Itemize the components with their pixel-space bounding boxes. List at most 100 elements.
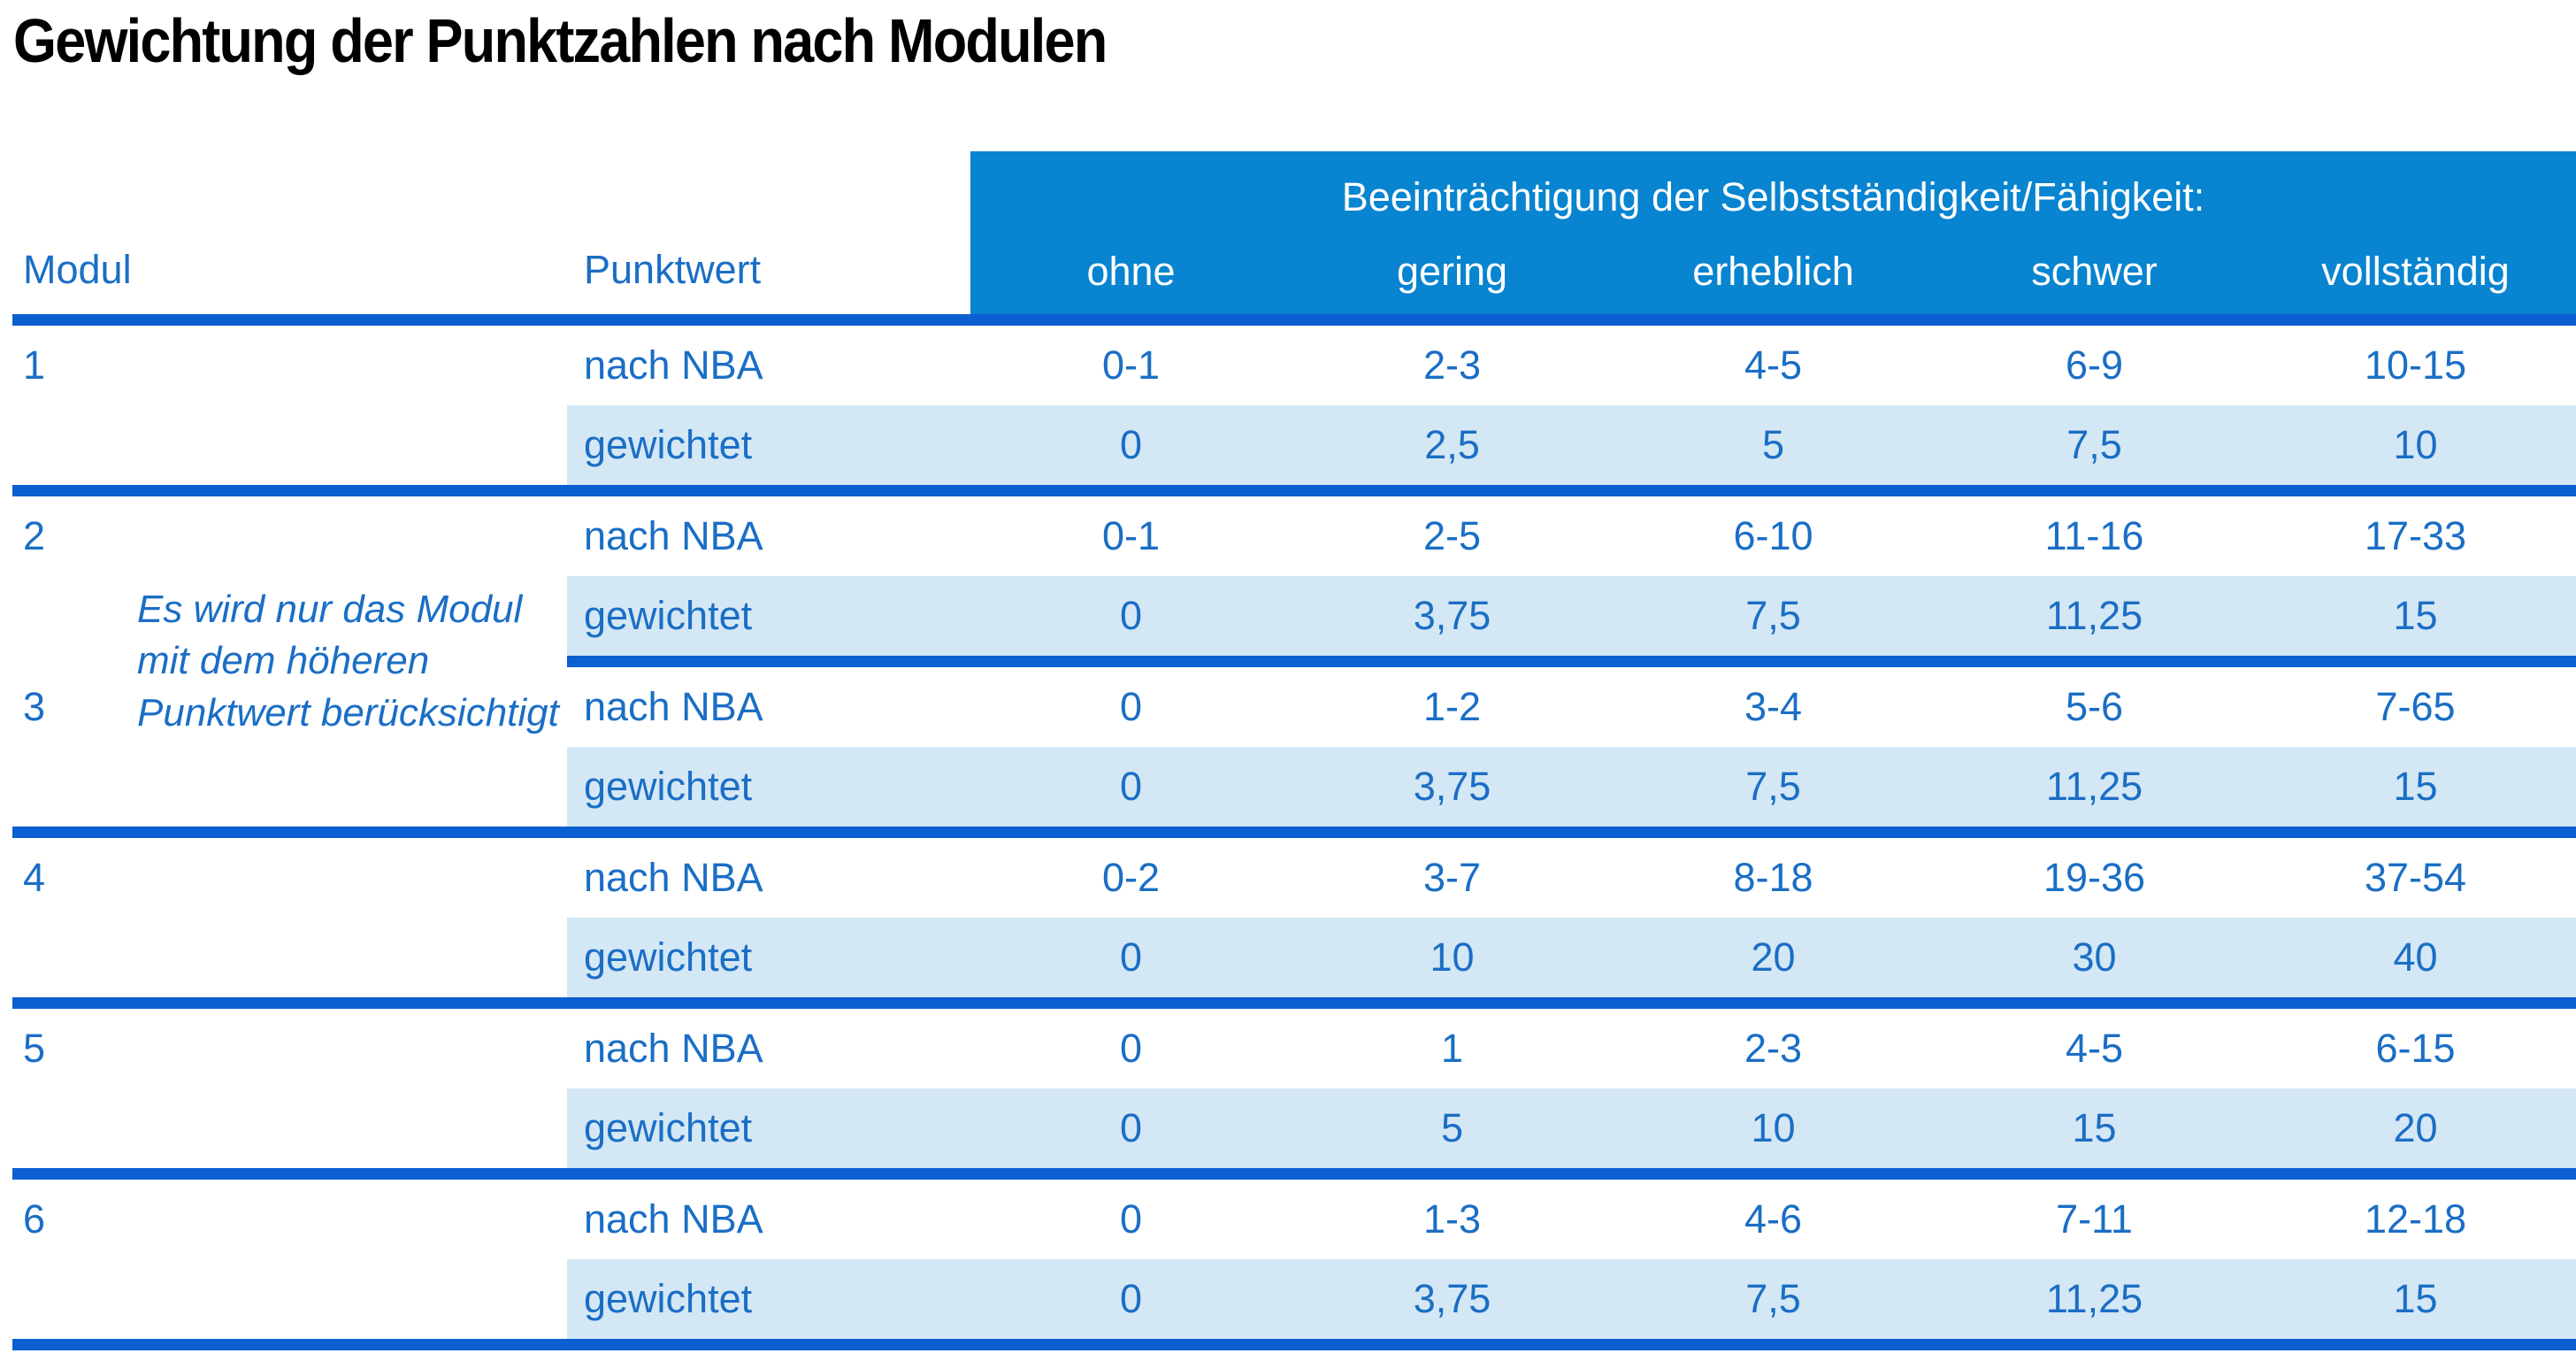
- table-cell: 0: [970, 576, 1292, 656]
- table-cell: 10: [1613, 1088, 1934, 1168]
- table-cell: 20: [1613, 918, 1934, 997]
- table-cell: 11,25: [1934, 747, 2255, 827]
- module-rule: [12, 997, 2576, 1009]
- table-cell: 7-11: [2056, 1196, 2133, 1242]
- table-cell: 15: [2255, 576, 2576, 656]
- module-number: 1: [23, 342, 46, 388]
- table-cell: 0-1: [1101, 513, 1161, 558]
- table-cell: 0: [970, 1088, 1292, 1168]
- table-cell: 4-5: [1744, 342, 1803, 388]
- table-cell: 15: [2255, 1259, 2576, 1339]
- weighting-table: Modul Punktwert Beeinträchtigung der Sel…: [12, 151, 2576, 1350]
- severity-level-gering: gering: [1396, 249, 1508, 294]
- note-line: mit dem höheren: [137, 639, 430, 683]
- table-cell: 6-15: [2375, 1026, 2456, 1071]
- column-header-punktwert: Punktwert: [584, 247, 762, 292]
- note-line: Punktwert berücksichtigt: [137, 690, 559, 734]
- module-rule: [12, 485, 2576, 496]
- table-cell: 4-5: [2065, 1026, 2124, 1071]
- row-label-nach-nba: nach NBA: [584, 1196, 763, 1242]
- table-cell: 0: [1119, 1026, 1143, 1071]
- module-rule: [12, 827, 2576, 838]
- table-cell: 40: [2255, 918, 2576, 997]
- table-cell: 0-1: [1101, 342, 1161, 388]
- severity-level-vollstaendig: vollständig: [2321, 249, 2510, 294]
- table-cell: 5-6: [2065, 684, 2124, 729]
- table-cell: 0: [1119, 684, 1143, 729]
- table-cell: 7,5: [1613, 576, 1934, 656]
- module-number: 3: [23, 684, 46, 729]
- table-cell: 3-4: [1744, 684, 1803, 729]
- row-label-nach-nba: nach NBA: [584, 684, 763, 729]
- table-cell: 7,5: [1613, 747, 1934, 827]
- table-cell: 20: [2255, 1088, 2576, 1168]
- row-label-gewichtet: gewichtet: [567, 1088, 970, 1168]
- column-header-modul: Modul: [23, 247, 132, 292]
- table-cell: 10-15: [2364, 342, 2467, 388]
- table-cell: 3,75: [1292, 747, 1613, 827]
- table-cell: 8-18: [1733, 855, 1813, 900]
- row-label-nach-nba: nach NBA: [584, 1026, 763, 1071]
- table-cell: 11,25: [1934, 1259, 2255, 1339]
- table-cell: 2-3: [1744, 1026, 1803, 1071]
- table-cell: 3,75: [1292, 1259, 1613, 1339]
- impairment-header-title: Beeinträchtigung der Selbstständigkeit/F…: [1341, 174, 2205, 219]
- module-rule-partial: [567, 656, 2576, 667]
- table-cell: 4-6: [1744, 1196, 1803, 1242]
- page-title: Gewichtung der Punktzahlen nach Modulen: [13, 6, 1108, 75]
- row-label-nach-nba: nach NBA: [584, 342, 763, 388]
- row-label-nach-nba: nach NBA: [584, 855, 763, 900]
- row-label-gewichtet: gewichtet: [567, 405, 970, 485]
- module-number: 6: [23, 1196, 46, 1242]
- row-label-gewichtet: gewichtet: [567, 1259, 970, 1339]
- table-cell: 7-65: [2375, 684, 2456, 729]
- table-cell: 0: [970, 405, 1292, 485]
- row-label-gewichtet: gewichtet: [567, 576, 970, 656]
- table-cell: 15: [1934, 1088, 2255, 1168]
- table-bottom-rule: [12, 1339, 2576, 1350]
- table-cell: 10: [2255, 405, 2576, 485]
- table-cell: 5: [1292, 1088, 1613, 1168]
- severity-level-schwer: schwer: [2031, 249, 2158, 294]
- table-cell: 5: [1613, 405, 1934, 485]
- severity-level-erheblich: erheblich: [1692, 249, 1854, 294]
- table-cell: 11,25: [1934, 576, 2255, 656]
- table-cell: 6-10: [1733, 513, 1813, 558]
- module-number: 2: [23, 513, 46, 558]
- table-cell: 7,5: [1934, 405, 2255, 485]
- impairment-header-box: Beeinträchtigung der Selbstständigkeit/F…: [970, 151, 2576, 314]
- module-2-3-note: Es wird nur das Modul mit dem höheren Pu…: [12, 576, 567, 747]
- table-cell: 3,75: [1292, 576, 1613, 656]
- table-cell: 15: [2255, 747, 2576, 827]
- table-cell: 0-2: [1101, 855, 1161, 900]
- table-cell: 0: [970, 918, 1292, 997]
- table-cell: 0: [1119, 1196, 1143, 1242]
- module-rule: [12, 1168, 2576, 1180]
- table-cell: 6-9: [2065, 342, 2124, 388]
- table-cell: 37-54: [2364, 855, 2467, 900]
- severity-level-ohne: ohne: [1086, 249, 1176, 294]
- row-label-gewichtet: gewichtet: [567, 918, 970, 997]
- header-rule: [12, 314, 2576, 326]
- table-cell: 0: [970, 747, 1292, 827]
- table-cell: 12-18: [2364, 1196, 2467, 1242]
- table-cell: 1: [1440, 1026, 1464, 1071]
- severity-level-row: ohne gering erheblich schwer vollständig: [970, 249, 2576, 295]
- table-cell: 19-36: [2043, 855, 2146, 900]
- table-cell: 2-3: [1422, 342, 1482, 388]
- table-cell: 0: [970, 1259, 1292, 1339]
- module-number: 5: [23, 1026, 46, 1071]
- table-cell: 7,5: [1613, 1259, 1934, 1339]
- table-cell: 30: [1934, 918, 2255, 997]
- table-cell: 1-3: [1422, 1196, 1482, 1242]
- table-cell: 2,5: [1292, 405, 1613, 485]
- table-cell: 3-7: [1422, 855, 1482, 900]
- table-cell: 2-5: [1422, 513, 1482, 558]
- module-number: 4: [23, 855, 46, 900]
- table-cell: 1-2: [1422, 684, 1482, 729]
- table-cell: 11-16: [2044, 513, 2144, 558]
- table-cell: 10: [1292, 918, 1613, 997]
- table-cell: 17-33: [2364, 513, 2467, 558]
- note-line: Es wird nur das Modul: [137, 588, 523, 632]
- row-label-gewichtet: gewichtet: [567, 747, 970, 827]
